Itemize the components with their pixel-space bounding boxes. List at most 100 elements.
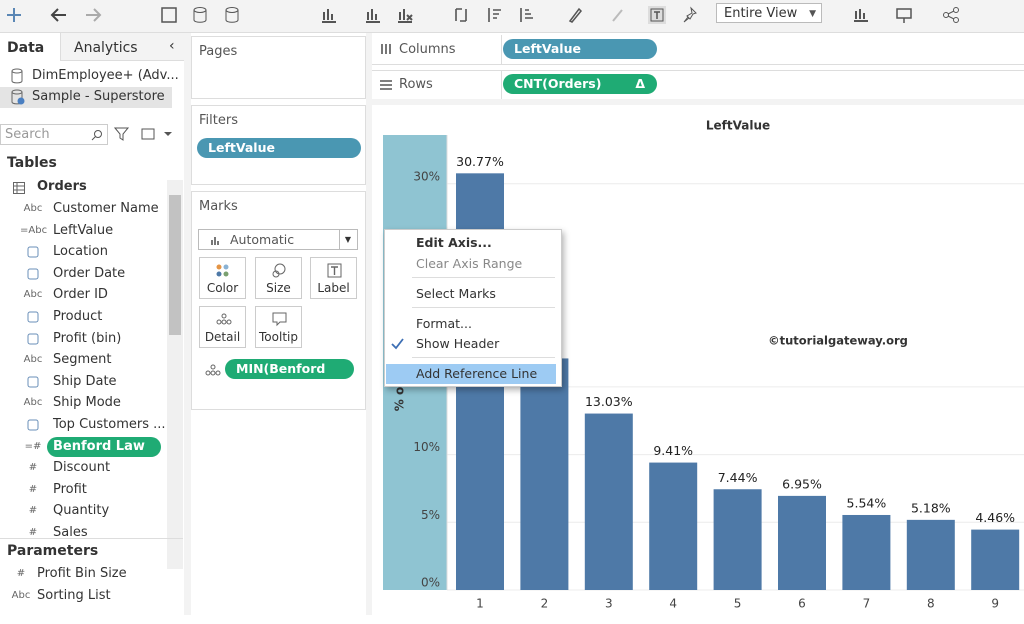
detail-button[interactable]: Detail <box>199 306 246 348</box>
field[interactable]: # Profit <box>0 480 166 500</box>
pin-button[interactable] <box>682 6 700 24</box>
field[interactable]: # Sales <box>0 523 166 543</box>
field-name: Quantity <box>53 503 110 519</box>
field[interactable]: Profit (bin) <box>0 329 166 349</box>
save-button[interactable] <box>160 6 178 24</box>
parameters-heading: Parameters <box>7 543 99 559</box>
field-icon: Abc <box>23 354 43 366</box>
field-icon: Abc <box>23 397 43 409</box>
highlight-button[interactable] <box>566 6 584 24</box>
field-name: Product <box>53 309 103 324</box>
share-button[interactable] <box>942 6 960 24</box>
undo-button[interactable] <box>50 6 68 24</box>
labels-button[interactable] <box>648 6 666 24</box>
rows-pill[interactable]: CNT(Orders) Δ <box>503 74 657 94</box>
bar <box>713 489 762 590</box>
search-box[interactable]: Search <box>0 124 108 145</box>
menu-item[interactable]: Select Marks <box>385 284 561 304</box>
field[interactable]: Order Date <box>0 264 166 284</box>
x-tick-label: 3 <box>605 597 613 611</box>
menu-item[interactable]: Edit Axis... <box>385 233 561 253</box>
field-name: Discount <box>53 460 111 476</box>
field-icon: # <box>28 527 38 538</box>
button-label: Size <box>266 281 291 295</box>
parameter-list: # Profit Bin Size Abc Sorting List <box>0 564 183 624</box>
swap-button[interactable] <box>452 6 470 24</box>
field[interactable]: Ship Date <box>0 372 166 392</box>
label-button[interactable]: Label <box>310 257 357 299</box>
source[interactable]: Sample - Superstore <box>32 89 165 104</box>
new-datasource-button[interactable] <box>192 6 210 24</box>
field-name: Order ID <box>53 287 108 303</box>
columns-shelf: Columns LeftValue <box>372 35 1024 65</box>
menu-item[interactable]: Show Header <box>385 334 561 354</box>
y-tick-label: 10% <box>413 440 440 454</box>
x-tick-label: 5 <box>734 597 742 611</box>
field-icon <box>27 268 39 280</box>
field[interactable]: # Quantity <box>0 501 166 521</box>
field-icon: # <box>16 568 26 579</box>
data-label: 5.18% <box>911 500 951 515</box>
field[interactable]: Abc Order ID <box>0 285 166 305</box>
data-label: 9.41% <box>653 443 693 458</box>
field[interactable]: Abc Customer Name <box>0 199 166 219</box>
filter-pill[interactable]: LeftValue <box>197 138 361 158</box>
scroll-thumb[interactable] <box>169 195 181 335</box>
field[interactable]: # Profit Bin Size <box>0 564 166 584</box>
menu-item-highlighted[interactable]: Add Reference Line <box>386 364 556 384</box>
field[interactable]: Location <box>0 242 166 262</box>
field-icon <box>27 333 39 345</box>
field[interactable]: Abc Sorting List <box>0 586 166 606</box>
field[interactable]: Top Customers ... <box>0 415 166 435</box>
fit-dropdown[interactable]: Entire View ▼ <box>716 3 822 23</box>
redo-button[interactable] <box>84 6 102 24</box>
datasource-button[interactable] <box>224 6 242 24</box>
bar <box>520 358 569 590</box>
size-button[interactable]: Size <box>255 257 302 299</box>
columns-pill[interactable]: LeftValue <box>503 39 657 59</box>
columns-label: Columns <box>399 42 456 57</box>
menu-item[interactable]: Format... <box>385 314 561 334</box>
clear-button[interactable] <box>396 6 414 24</box>
marks-pill[interactable]: MIN(Benford Law) <box>225 359 354 396</box>
pages-card: Pages <box>191 36 366 99</box>
tab-data[interactable]: Data <box>7 40 45 56</box>
tooltip-button[interactable]: Tooltip <box>255 306 302 348</box>
button-label: Tooltip <box>259 330 298 344</box>
menu-item[interactable]: Clear Axis Range <box>385 254 561 274</box>
field[interactable]: =Abc LeftValue <box>0 221 166 241</box>
field-name: Location <box>53 244 108 260</box>
source[interactable]: DimEmployee+ (Adv... <box>32 68 179 83</box>
scrollbar[interactable] <box>167 180 183 569</box>
new-sheet-button[interactable] <box>320 6 338 24</box>
pane-tools[interactable] <box>114 126 174 142</box>
tab-analytics[interactable]: Analytics <box>74 40 138 56</box>
field[interactable]: Abc Ship Mode <box>0 393 166 413</box>
logo-icon[interactable] <box>5 6 23 24</box>
field-list: Abc Customer Name =Abc LeftValue Location Ord… <box>0 199 166 569</box>
table-icon <box>13 182 25 194</box>
source-icon <box>11 68 23 84</box>
presentation-button[interactable] <box>895 6 913 24</box>
field[interactable]: Product <box>0 307 166 327</box>
mark-type-dropdown[interactable]: Automatic ▼ <box>198 229 358 250</box>
field-name: Customer Name <box>53 201 159 216</box>
field[interactable]: =# Benford Law <box>0 436 166 457</box>
duplicate-button[interactable] <box>364 6 382 24</box>
group-button[interactable] <box>608 6 626 24</box>
tables-heading: Tables <box>7 155 57 171</box>
show-me-button[interactable] <box>852 6 870 24</box>
field[interactable]: # Discount <box>0 458 166 478</box>
data-label: 30.77% <box>456 154 504 169</box>
sort-desc-button[interactable] <box>518 6 536 24</box>
bar <box>842 514 891 590</box>
chart: LeftValue % of Tota 0%5%10%15%30%30.77%1… <box>383 119 1024 611</box>
collapse-button[interactable]: ‹ <box>169 38 175 54</box>
data-label: 5.54% <box>847 495 887 510</box>
rows-icon <box>380 80 392 90</box>
field[interactable]: Abc Segment <box>0 350 166 370</box>
table-name[interactable]: Orders <box>37 179 87 194</box>
sort-asc-button[interactable] <box>486 6 504 24</box>
x-tick-label: 8 <box>927 597 935 611</box>
color-button[interactable]: Color <box>199 257 246 299</box>
